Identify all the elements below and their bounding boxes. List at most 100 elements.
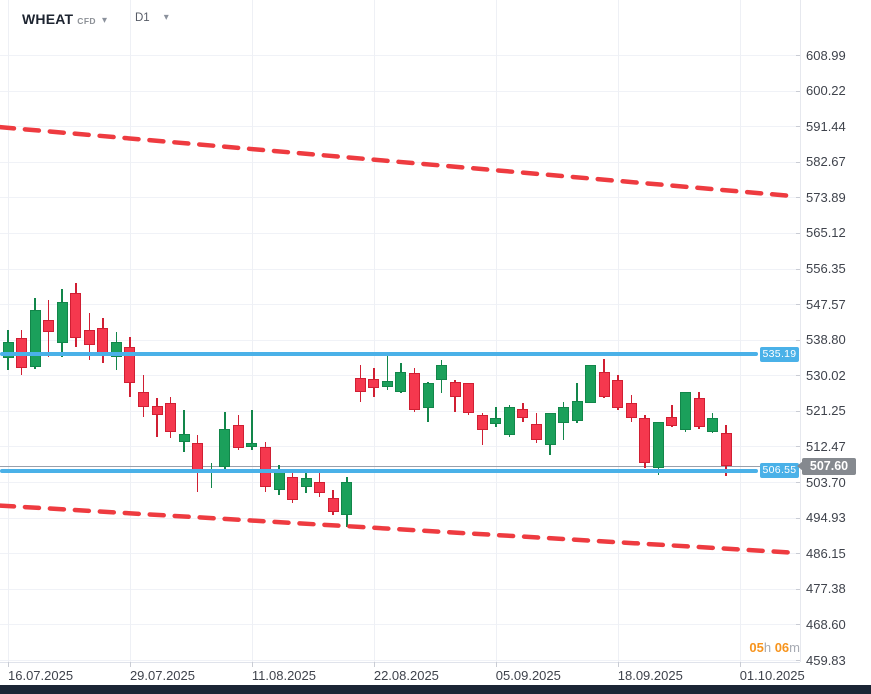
gridline-horizontal [0, 553, 800, 555]
current-price-label-arrow [797, 461, 803, 472]
date-tick-mark [8, 662, 9, 667]
candle-body [354, 378, 366, 392]
price-tick-label: 608.99 [806, 47, 846, 63]
candle-body [83, 329, 95, 345]
candle-body [287, 477, 299, 501]
price-tick-label: 591.44 [806, 118, 846, 134]
date-tick-label: 22.08.2025 [373, 668, 439, 683]
symbol-selector[interactable]: WHEAT CFD ▾ [22, 11, 107, 27]
candle-body [178, 434, 190, 442]
price-tick-mark [796, 55, 800, 56]
candle-body [422, 383, 434, 409]
price-tick-label: 565.12 [806, 225, 846, 241]
price-level-label[interactable]: 506.55 [760, 463, 799, 478]
candle-wick [386, 353, 389, 390]
candle-body [341, 482, 353, 516]
date-tick-label: 29.07.2025 [129, 668, 196, 683]
price-tick-mark [796, 339, 800, 341]
date-tick-label: 05.09.2025 [495, 668, 561, 683]
price-tick-mark [796, 90, 800, 92]
candle-body [151, 406, 163, 416]
price-tick-label: 547.57 [806, 296, 846, 312]
price-tick-label: 468.60 [806, 616, 846, 632]
price-tick-mark [796, 660, 800, 661]
gridline-horizontal [0, 517, 800, 519]
gridline-vertical [251, 0, 253, 662]
candle-body [598, 372, 610, 397]
date-tick-mark [251, 662, 253, 667]
gridline-horizontal [0, 660, 800, 661]
candle-body [300, 478, 312, 487]
candle-body [652, 422, 664, 468]
gridline-horizontal [0, 197, 800, 199]
date-tick-label: 01.10.2025 [739, 668, 805, 683]
candle-body [327, 498, 339, 513]
candle-body [463, 383, 475, 414]
gridline-vertical [739, 0, 741, 662]
candle-body [56, 301, 68, 343]
candle-body [585, 365, 597, 403]
current-price-label: 507.60 [797, 457, 856, 475]
candle-body [436, 365, 448, 381]
price-tick-mark [796, 268, 800, 270]
timeframe-selector[interactable]: D1 ▾ [135, 12, 169, 24]
gridline-horizontal [0, 90, 800, 92]
date-tick-label: 11.08.2025 [251, 668, 316, 683]
candle-body [449, 382, 461, 397]
candle-body [368, 379, 380, 388]
price-tick-label: 530.02 [806, 367, 846, 383]
candle-body [409, 372, 420, 411]
gridline-vertical [495, 0, 497, 662]
candle-body [476, 415, 488, 431]
candle-body [530, 424, 542, 441]
candle-body [680, 392, 691, 431]
gridline-horizontal [0, 624, 800, 626]
countdown-hours: 05 [749, 640, 764, 655]
time-axis-line [0, 662, 800, 663]
candle-body [381, 381, 393, 388]
candle-body [219, 428, 231, 468]
gridline-horizontal [0, 410, 800, 412]
candle-body [192, 443, 204, 474]
price-tick-label: 538.80 [806, 332, 846, 348]
gridline-horizontal [0, 339, 800, 341]
price-axis-line [800, 0, 801, 662]
chevron-down-icon: ▾ [101, 15, 107, 26]
gridline-horizontal [0, 304, 800, 306]
price-level-line[interactable] [0, 468, 758, 473]
candle-wick [183, 410, 185, 453]
date-tick-mark [129, 662, 131, 667]
price-level-line[interactable] [0, 352, 758, 357]
price-level-label[interactable]: 535.19 [760, 346, 799, 362]
price-tick-mark [796, 197, 800, 199]
current-price-line [0, 466, 800, 468]
price-tick-label: 477.38 [806, 581, 846, 597]
gridline-horizontal [0, 232, 800, 234]
price-tick-label: 486.15 [806, 545, 846, 561]
price-tick-mark [796, 517, 800, 519]
chart-plot-area[interactable]: 535.19 506.55 [0, 0, 800, 662]
candle-body [70, 293, 82, 339]
gridline-horizontal [0, 126, 800, 128]
candle-body [707, 417, 719, 433]
countdown-minutes: 06 [774, 640, 790, 655]
candle-wick [156, 398, 158, 438]
candle-body [273, 469, 285, 491]
candle-body [544, 413, 556, 446]
candle-close-countdown: 05h 06m [749, 640, 800, 655]
candle-body [558, 407, 570, 424]
candle-body [517, 409, 529, 418]
price-tick-label: 573.89 [806, 189, 846, 205]
gridline-horizontal [0, 268, 800, 270]
price-tick-mark [796, 375, 800, 377]
price-tick-label: 600.22 [806, 83, 846, 99]
chevron-down-icon: ▾ [163, 12, 169, 23]
date-tick-label: 16.07.2025 [8, 668, 74, 683]
price-tick-mark [796, 304, 800, 306]
candle-body [693, 398, 705, 427]
candle-wick [251, 410, 253, 450]
gridline-vertical [373, 0, 375, 662]
date-tick-mark [617, 662, 619, 667]
candle-body [503, 407, 515, 435]
